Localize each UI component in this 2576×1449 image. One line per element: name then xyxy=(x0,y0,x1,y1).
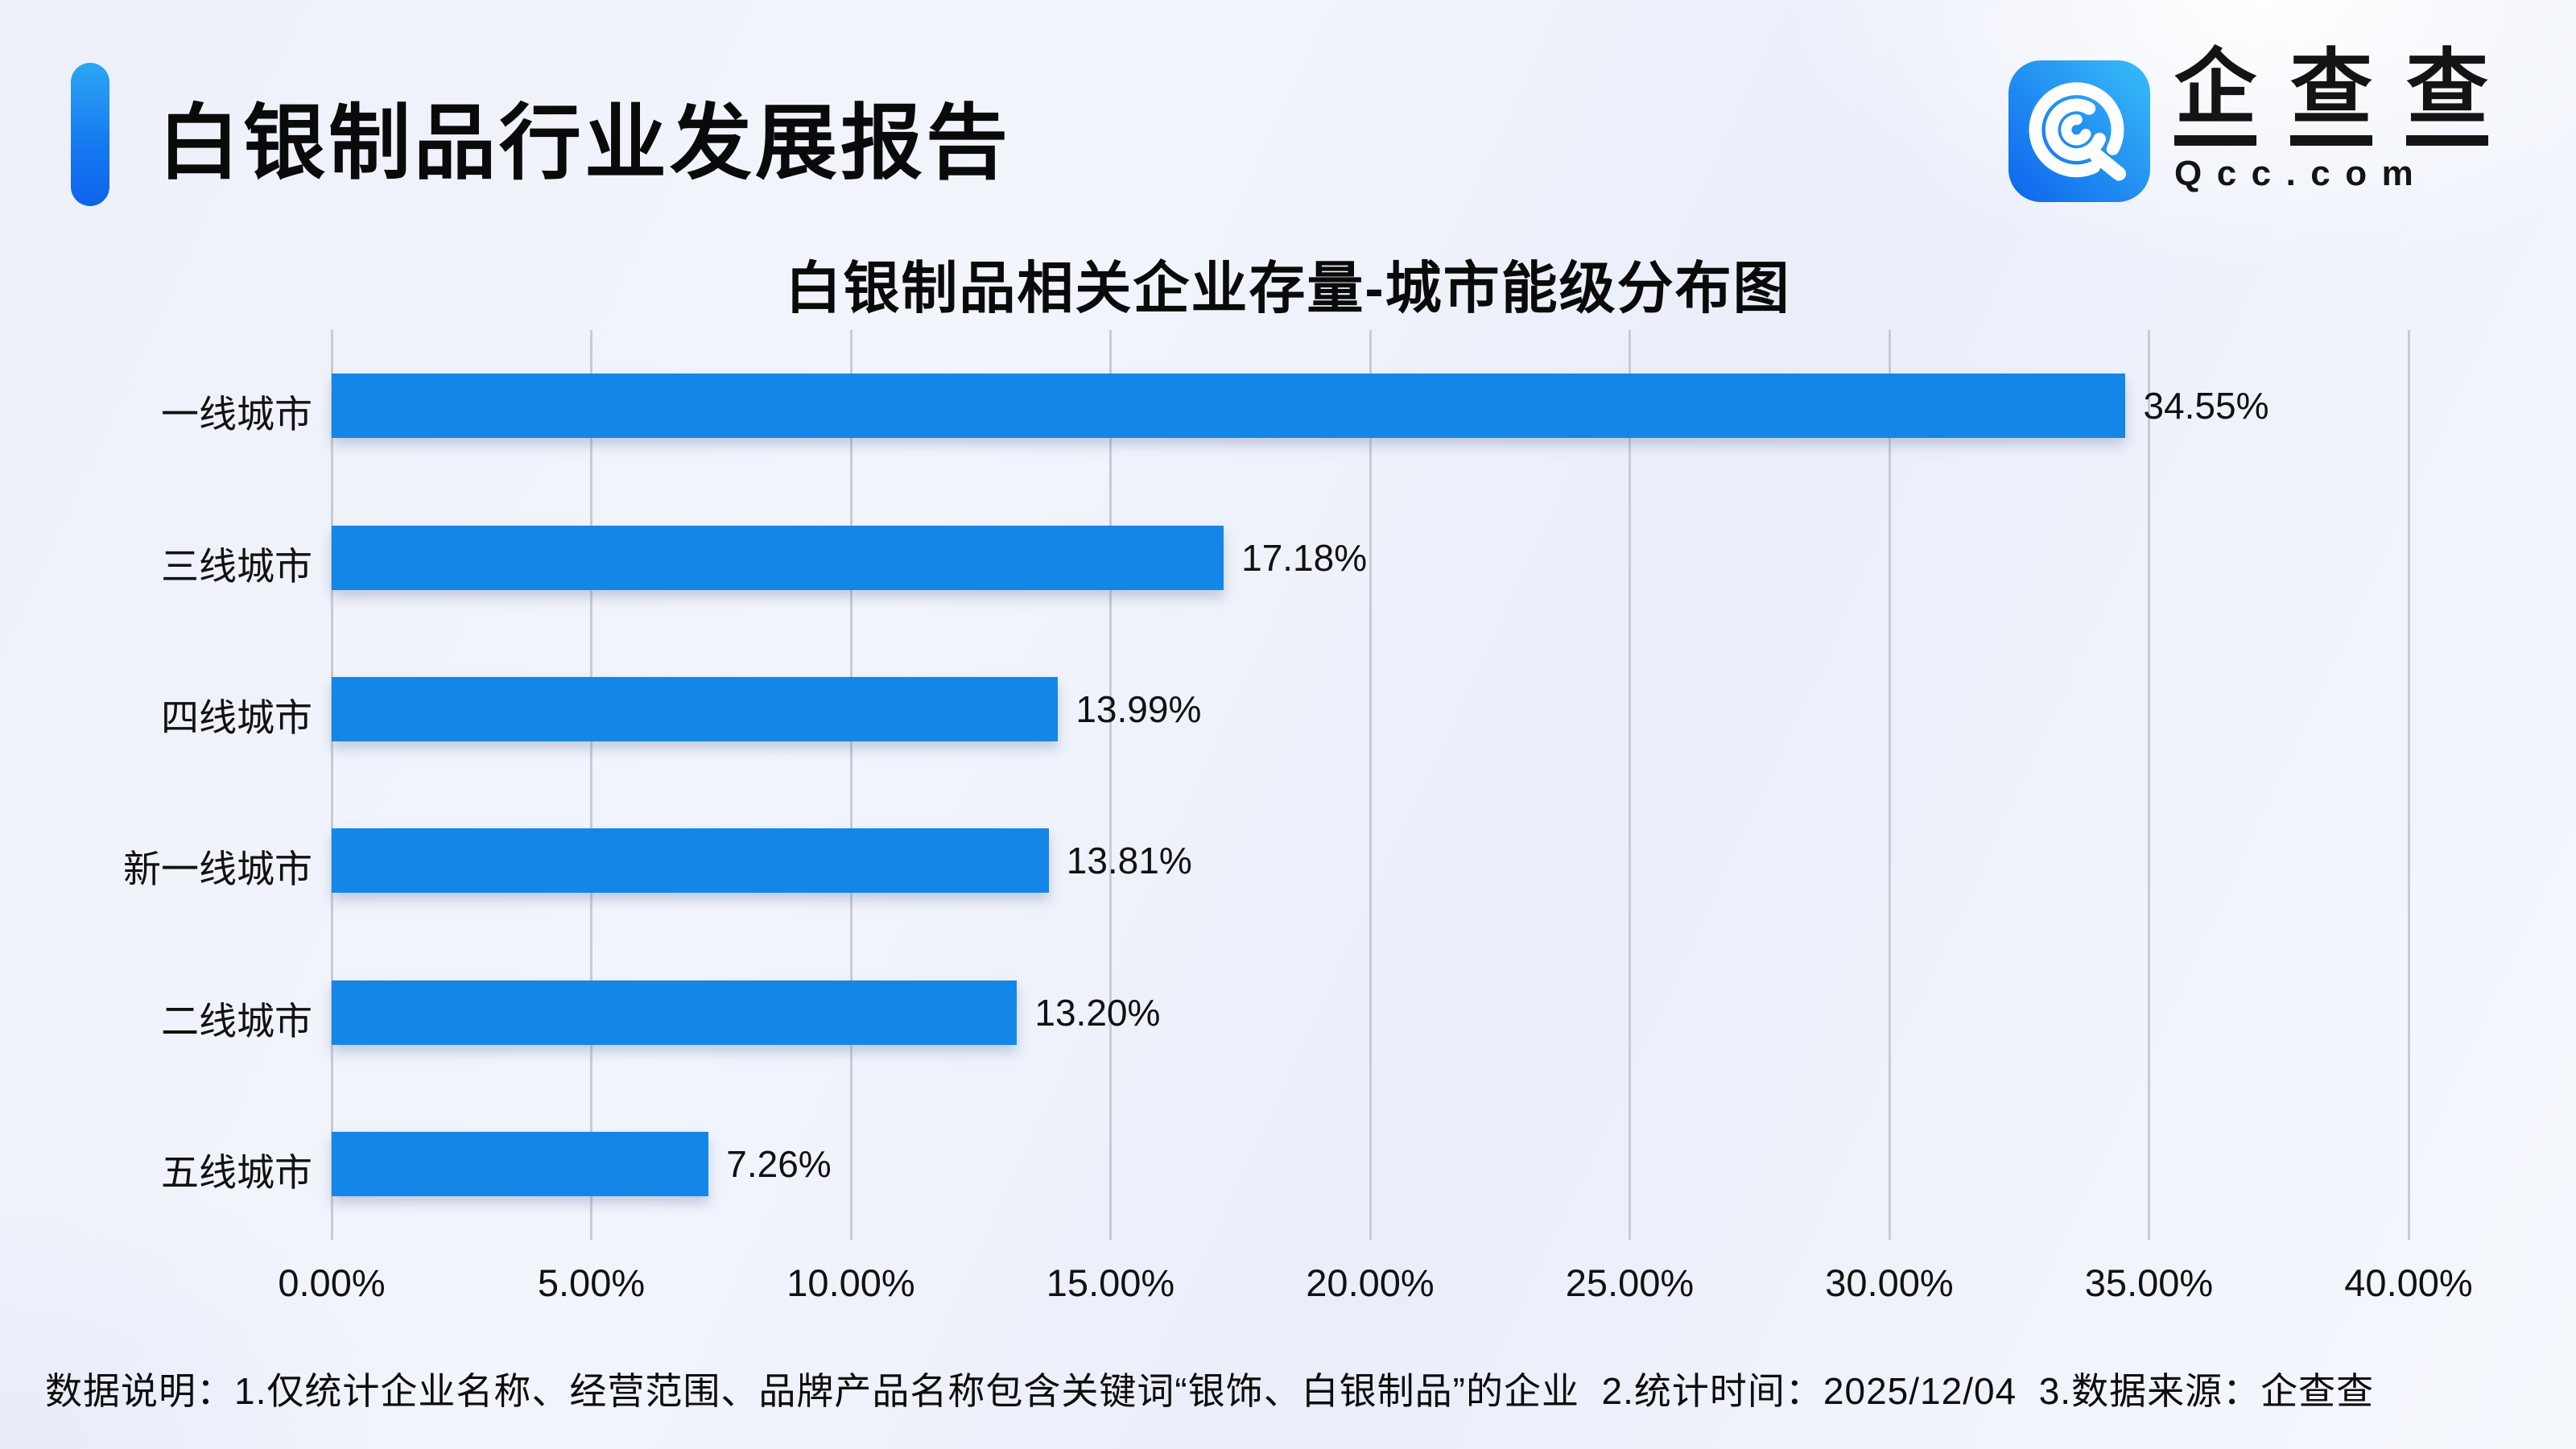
bar xyxy=(332,676,1059,741)
category-label: 五线城市 xyxy=(161,1150,312,1194)
brand-char: 查 xyxy=(2290,47,2372,146)
gridline xyxy=(1109,330,1112,1240)
x-tick-label: 25.00% xyxy=(1565,1261,1695,1304)
x-tick-label: 5.00% xyxy=(537,1261,646,1304)
brand-char: 企 xyxy=(2174,47,2256,146)
title-accent-bar xyxy=(71,63,109,206)
bar xyxy=(332,828,1049,894)
gridline xyxy=(1629,330,1631,1240)
x-tick-label: 0.00% xyxy=(278,1261,386,1304)
x-tick-label: 20.00% xyxy=(1306,1261,1435,1304)
value-label: 17.18% xyxy=(1241,536,1368,579)
x-tick-label: 35.00% xyxy=(2084,1261,2214,1304)
gridline xyxy=(849,330,852,1240)
qcc-domain: Qcc.com xyxy=(2174,154,2429,193)
bar xyxy=(332,980,1018,1045)
x-tick-label: 30.00% xyxy=(1825,1261,1954,1304)
x-tick-label: 15.00% xyxy=(1046,1261,1175,1304)
brand-char: 查 xyxy=(2406,47,2488,146)
qcc-app-icon xyxy=(2008,60,2150,202)
gridline xyxy=(1368,330,1372,1240)
category-label: 一线城市 xyxy=(161,393,312,436)
category-label: 新一线城市 xyxy=(123,848,312,891)
bar xyxy=(332,374,2126,439)
value-label: 13.99% xyxy=(1075,687,1202,730)
gridline xyxy=(330,330,333,1240)
gridline xyxy=(590,330,592,1240)
value-label: 13.81% xyxy=(1066,840,1192,882)
x-tick-label: 10.00% xyxy=(786,1261,915,1304)
gridline xyxy=(1888,330,1891,1240)
value-label: 34.55% xyxy=(2143,385,2269,427)
category-label: 四线城市 xyxy=(161,696,312,739)
report-title: 白银制品行业发展报告 xyxy=(158,97,1011,189)
value-label: 7.26% xyxy=(726,1142,832,1185)
data-notes: 数据说明：1.仅统计企业名称、经营范围、品牌产品名称包含关键词“银饰、白银制品”… xyxy=(45,1370,2375,1412)
qcc-logo: 企 查 查 Qcc.com xyxy=(2008,47,2500,211)
gridline xyxy=(2148,330,2150,1240)
x-tick-label: 40.00% xyxy=(2344,1261,2473,1304)
value-label: 13.20% xyxy=(1034,991,1161,1034)
qcc-brand-name: 企 查 查 xyxy=(2174,47,2488,146)
category-label: 三线城市 xyxy=(161,544,312,588)
bar xyxy=(332,525,1224,590)
chart-title: 白银制品相关企业存量-城市能级分布图 xyxy=(785,257,1791,320)
bar xyxy=(332,1131,709,1196)
qcc-logo-text: 企 查 查 Qcc.com xyxy=(2174,47,2488,194)
gridline xyxy=(2407,330,2410,1240)
category-label: 二线城市 xyxy=(161,999,312,1042)
